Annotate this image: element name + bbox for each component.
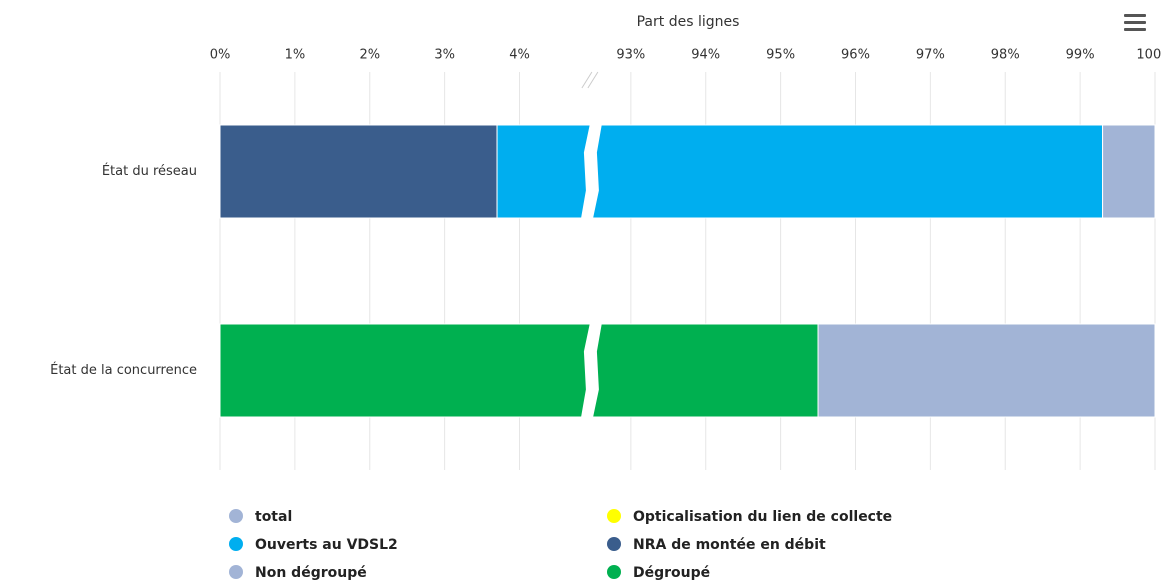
x-tick-label: 2% xyxy=(359,48,380,63)
bar-segment xyxy=(219,124,498,219)
legend-marker xyxy=(229,537,243,551)
legend-label: Opticalisation du lien de collecte xyxy=(633,509,892,525)
x-tick-label: 100% xyxy=(1136,48,1161,63)
x-tick-label: 93% xyxy=(616,48,645,63)
category-label: État de la concurrence xyxy=(50,362,197,378)
x-tick-label: 94% xyxy=(691,48,720,63)
x-tick-label: 96% xyxy=(841,48,870,63)
x-tick-label: 0% xyxy=(210,48,231,63)
legend-marker xyxy=(607,509,621,523)
x-tick-label: 1% xyxy=(285,48,306,63)
axis-break-mark xyxy=(587,71,599,89)
axis-break xyxy=(580,323,602,418)
legend-label: total xyxy=(255,509,292,525)
x-tick-label: 95% xyxy=(766,48,795,63)
menu-icon[interactable] xyxy=(1124,14,1146,31)
legend-marker xyxy=(229,509,243,523)
bar-segment xyxy=(817,323,1156,418)
legend-marker xyxy=(607,537,621,551)
x-tick-label: 3% xyxy=(434,48,455,63)
x-tick-label: 98% xyxy=(991,48,1020,63)
axis-title: Part des lignes xyxy=(637,14,740,30)
x-tick-label: 99% xyxy=(1066,48,1095,63)
category-label: État du réseau xyxy=(102,163,197,179)
axis-break-mark xyxy=(581,71,593,89)
x-tick-label: 4% xyxy=(509,48,530,63)
legend-marker xyxy=(607,565,621,579)
legend-label: Dégroupé xyxy=(633,565,710,581)
legend-label: Non dégroupé xyxy=(255,565,367,581)
axis-break xyxy=(580,124,602,219)
bar-segment xyxy=(219,323,819,418)
bar-segment xyxy=(1102,124,1156,219)
legend-label: NRA de montée en débit xyxy=(633,537,826,553)
legend-marker xyxy=(229,565,243,579)
legend-label: Ouverts au VDSL2 xyxy=(255,537,398,553)
x-tick-label: 97% xyxy=(916,48,945,63)
